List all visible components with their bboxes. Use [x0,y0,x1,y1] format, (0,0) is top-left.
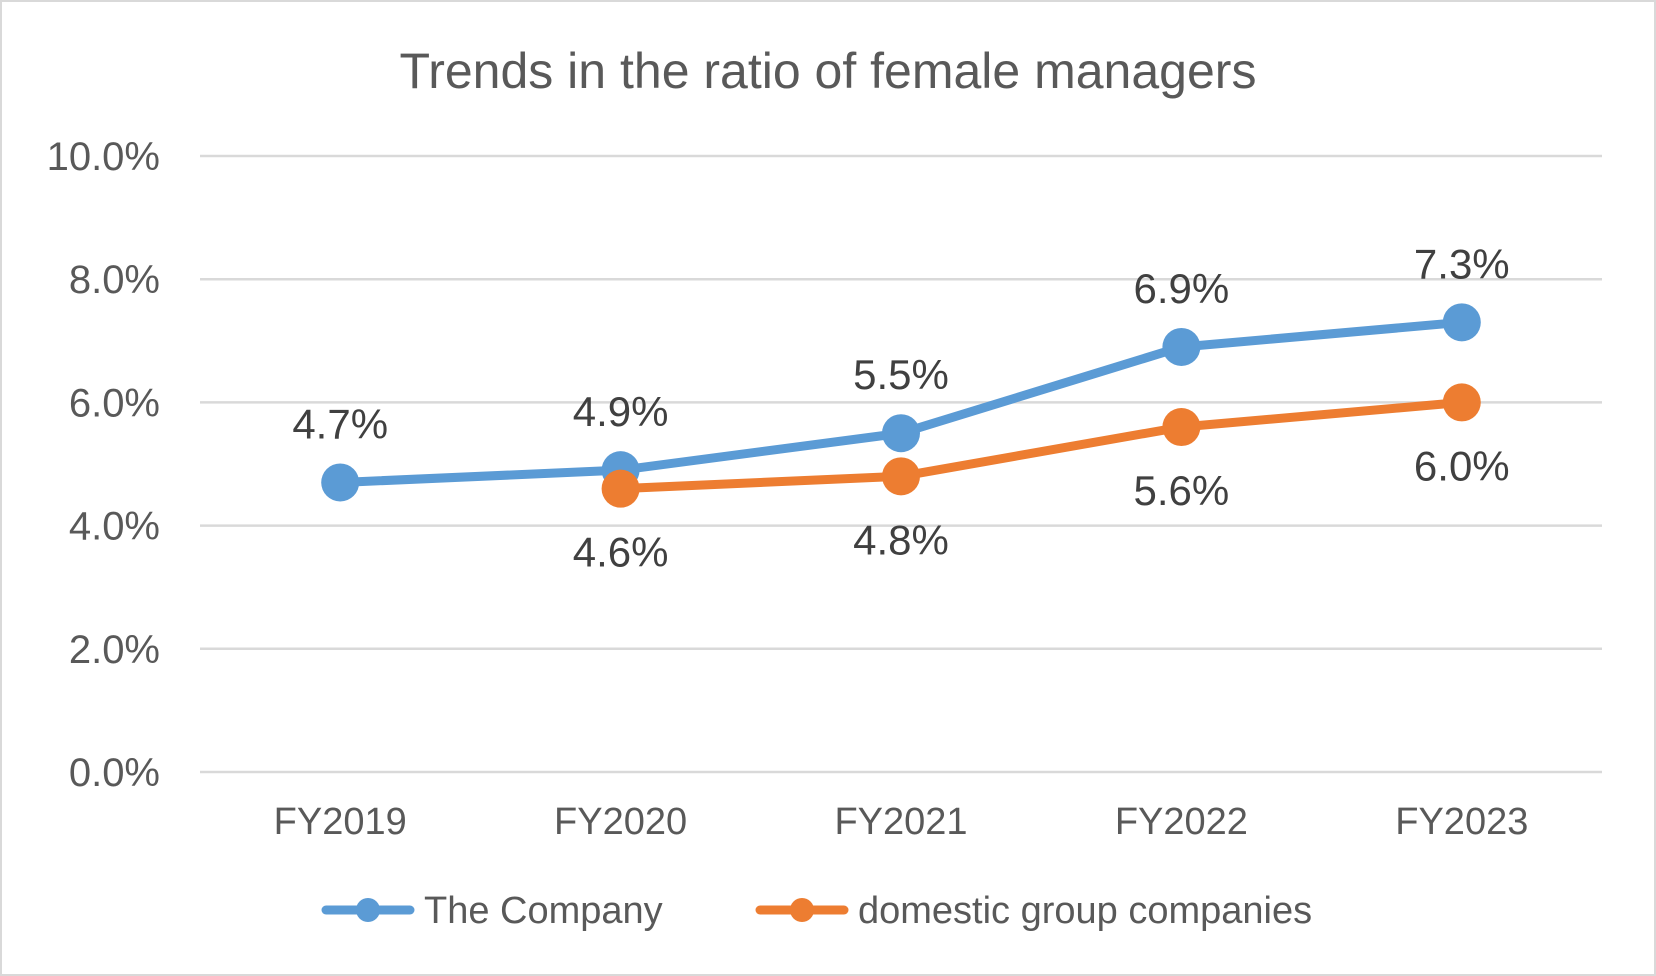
x-axis-ticks: FY2019 FY2020 FY2021 FY2022 FY2023 [274,801,1529,843]
legend-label-0: The Company [424,890,663,932]
legend-label-1: domestic group companies [858,890,1312,932]
series-1-point-3 [1162,408,1201,447]
x-tick-label-1: FY2020 [554,801,687,843]
legend-marker-0 [356,898,380,922]
x-tick-label-0: FY2019 [274,801,407,843]
y-axis-ticks: 0.0% 2.0% 4.0% 6.0% 8.0% 10.0% [47,135,160,795]
series-group [321,303,1481,508]
series-0-point-2 [882,414,920,453]
y-tick-label-2: 4.0% [69,505,160,549]
series-line-1 [616,397,1467,494]
series-1-data-label-2: 4.8% [853,516,949,563]
x-tick-label-4: FY2023 [1395,801,1528,843]
legend: The Company domestic group companies [321,890,1312,932]
series-0-data-label-3: 6.9% [1134,265,1230,312]
x-tick-label-2: FY2021 [834,801,967,843]
series-0-point-3 [1162,327,1201,366]
legend-marker-1 [790,898,814,922]
x-tick-label-3: FY2022 [1115,801,1248,843]
y-tick-label-4: 8.0% [69,258,160,302]
gridlines [200,154,1602,774]
series-0-point-0 [321,463,360,502]
series-1-point-2 [882,457,920,496]
y-tick-label-5: 10.0% [47,135,160,179]
y-tick-label-3: 6.0% [69,381,160,425]
series-0-data-label-2: 5.5% [853,351,949,398]
series-1-data-label-4: 6.0% [1414,442,1510,489]
chart-title: Trends in the ratio of female managers [400,43,1257,99]
series-1-point-4 [1442,383,1481,422]
series-1-data-label-3: 5.6% [1134,467,1230,514]
series-1-point-1 [601,469,640,508]
series-0-data-label-4: 7.3% [1414,240,1510,287]
data-labels: 4.7% 4.9% 5.5% 6.9% 7.3% 4.6% 4.8% 5.6% 6.0% [292,240,1509,575]
series-0-data-label-0: 4.7% [292,400,388,447]
series-0-point-4 [1442,303,1481,342]
series-1-data-label-1: 4.6% [573,529,669,576]
y-tick-label-1: 2.0% [69,628,160,672]
series-0-data-label-1: 4.9% [573,388,669,435]
y-tick-label-0: 0.0% [69,751,160,795]
